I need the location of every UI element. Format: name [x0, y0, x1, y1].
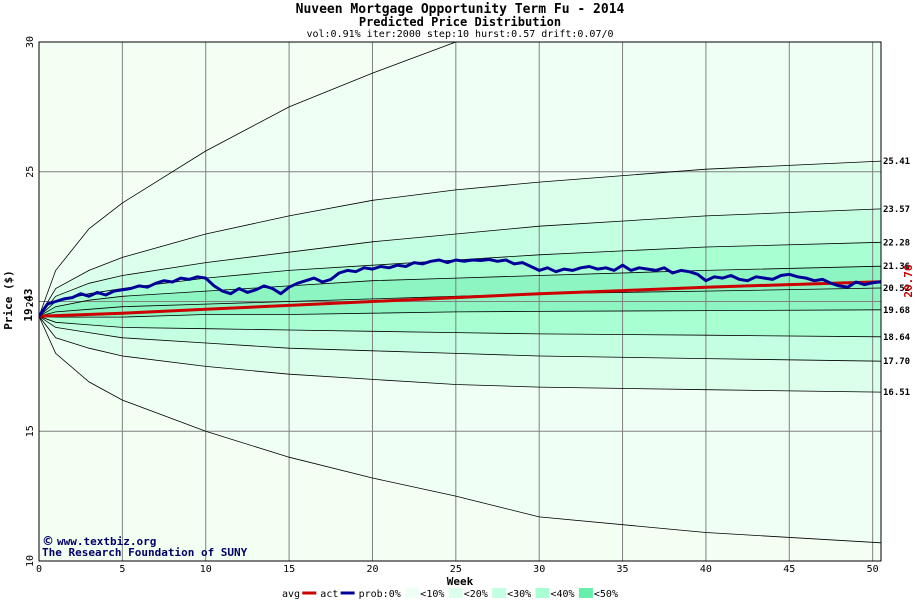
- legend-label: <40%: [551, 589, 575, 600]
- series-act-line: [39, 258, 881, 318]
- x-tick-label: 0: [36, 564, 42, 575]
- credits-line2: The Research Foundation of SUNY: [42, 546, 248, 559]
- band-end-label: 17.70: [883, 357, 910, 367]
- percentile-curve-9: [39, 316, 881, 393]
- credits-line1: www.textbiz.org: [57, 535, 156, 548]
- credits-copyright-icon: ©: [42, 534, 54, 548]
- legend-label: <30%: [507, 589, 531, 600]
- x-tick-label: 25: [450, 564, 462, 575]
- probability-bands: [39, 42, 881, 543]
- y-tick-label: 15: [25, 425, 36, 437]
- x-tick-label: 5: [119, 564, 125, 575]
- percentile-curve-6: [39, 309, 881, 318]
- percentile-curve-10: [39, 316, 881, 544]
- band-labels: 25.41 23.57 22.28 21.36 20.52 19.68 18.64 17.70…: [883, 157, 911, 398]
- chart-title: Nuveen Mortgage Opportunity Term Fu - 20…: [296, 2, 625, 17]
- band-end-label: 25.41: [883, 157, 910, 167]
- y-axis-label: Price ($): [2, 270, 15, 330]
- percentile-curve-1: [39, 160, 881, 317]
- x-axis-label: Week: [447, 575, 474, 588]
- y-tick-label: 10: [25, 555, 36, 567]
- x-tick-label: 40: [700, 564, 712, 575]
- x-tick-label: 20: [366, 564, 378, 575]
- y-tick-label: 20: [25, 295, 36, 307]
- band-end-label: 22.28: [883, 238, 910, 248]
- percentile-curve-2: [39, 208, 881, 317]
- y-tick-label: 25: [25, 166, 36, 178]
- legend: avg act prob:0% <10% <20% <30% <40% <50%: [282, 588, 618, 600]
- band-end-label: 19.68: [883, 306, 910, 316]
- start-price-label: 19.43: [22, 288, 35, 321]
- legend-swatch: [578, 588, 593, 598]
- percentile-curve-7: [39, 315, 881, 338]
- x-tick-label: 15: [283, 564, 295, 575]
- band-end-label: 23.57: [883, 205, 910, 215]
- band-end-label: 18.64: [883, 333, 911, 343]
- legend-swatch: [405, 588, 420, 598]
- legend-label: <50%: [594, 589, 618, 600]
- band-end-label: 21.36: [883, 262, 910, 272]
- band-end-label: 16.51: [883, 388, 910, 398]
- legend-swatch: [535, 588, 550, 598]
- legend-label: avg: [282, 589, 300, 600]
- legend-label: <20%: [464, 589, 488, 600]
- chart-subtitle: Predicted Price Distribution: [359, 15, 561, 29]
- x-tick-label: 50: [867, 564, 879, 575]
- percentile-curve-0: [39, 42, 881, 317]
- legend-swatch: [448, 588, 463, 598]
- chart-params: vol:0.91% iter:2000 step:10 hurst:0.57 d…: [306, 29, 613, 40]
- legend-label: <10%: [420, 589, 444, 600]
- band-end-label: 20.52: [883, 284, 910, 294]
- x-tick-labels: 0 5 10 15 20 25 30 35 40 45 50: [36, 564, 879, 575]
- actual-price-label: 20.76: [902, 264, 915, 297]
- x-tick-label: 35: [617, 564, 629, 575]
- y-tick-label: 30: [25, 36, 36, 48]
- x-tick-label: 45: [783, 564, 795, 575]
- x-tick-label: 10: [200, 564, 212, 575]
- legend-label: act: [320, 589, 338, 600]
- series-avg-line: [39, 280, 881, 318]
- probability-band-4: [39, 266, 881, 318]
- y-tick-labels: 10 15 20 25 30: [25, 36, 36, 567]
- x-tick-label: 30: [533, 564, 545, 575]
- legend-swatch: [492, 588, 507, 598]
- legend-label: prob:0%: [359, 589, 401, 600]
- plot-border: [38, 41, 882, 562]
- series-lines: [39, 258, 881, 318]
- percentile-curve-8: [39, 315, 881, 362]
